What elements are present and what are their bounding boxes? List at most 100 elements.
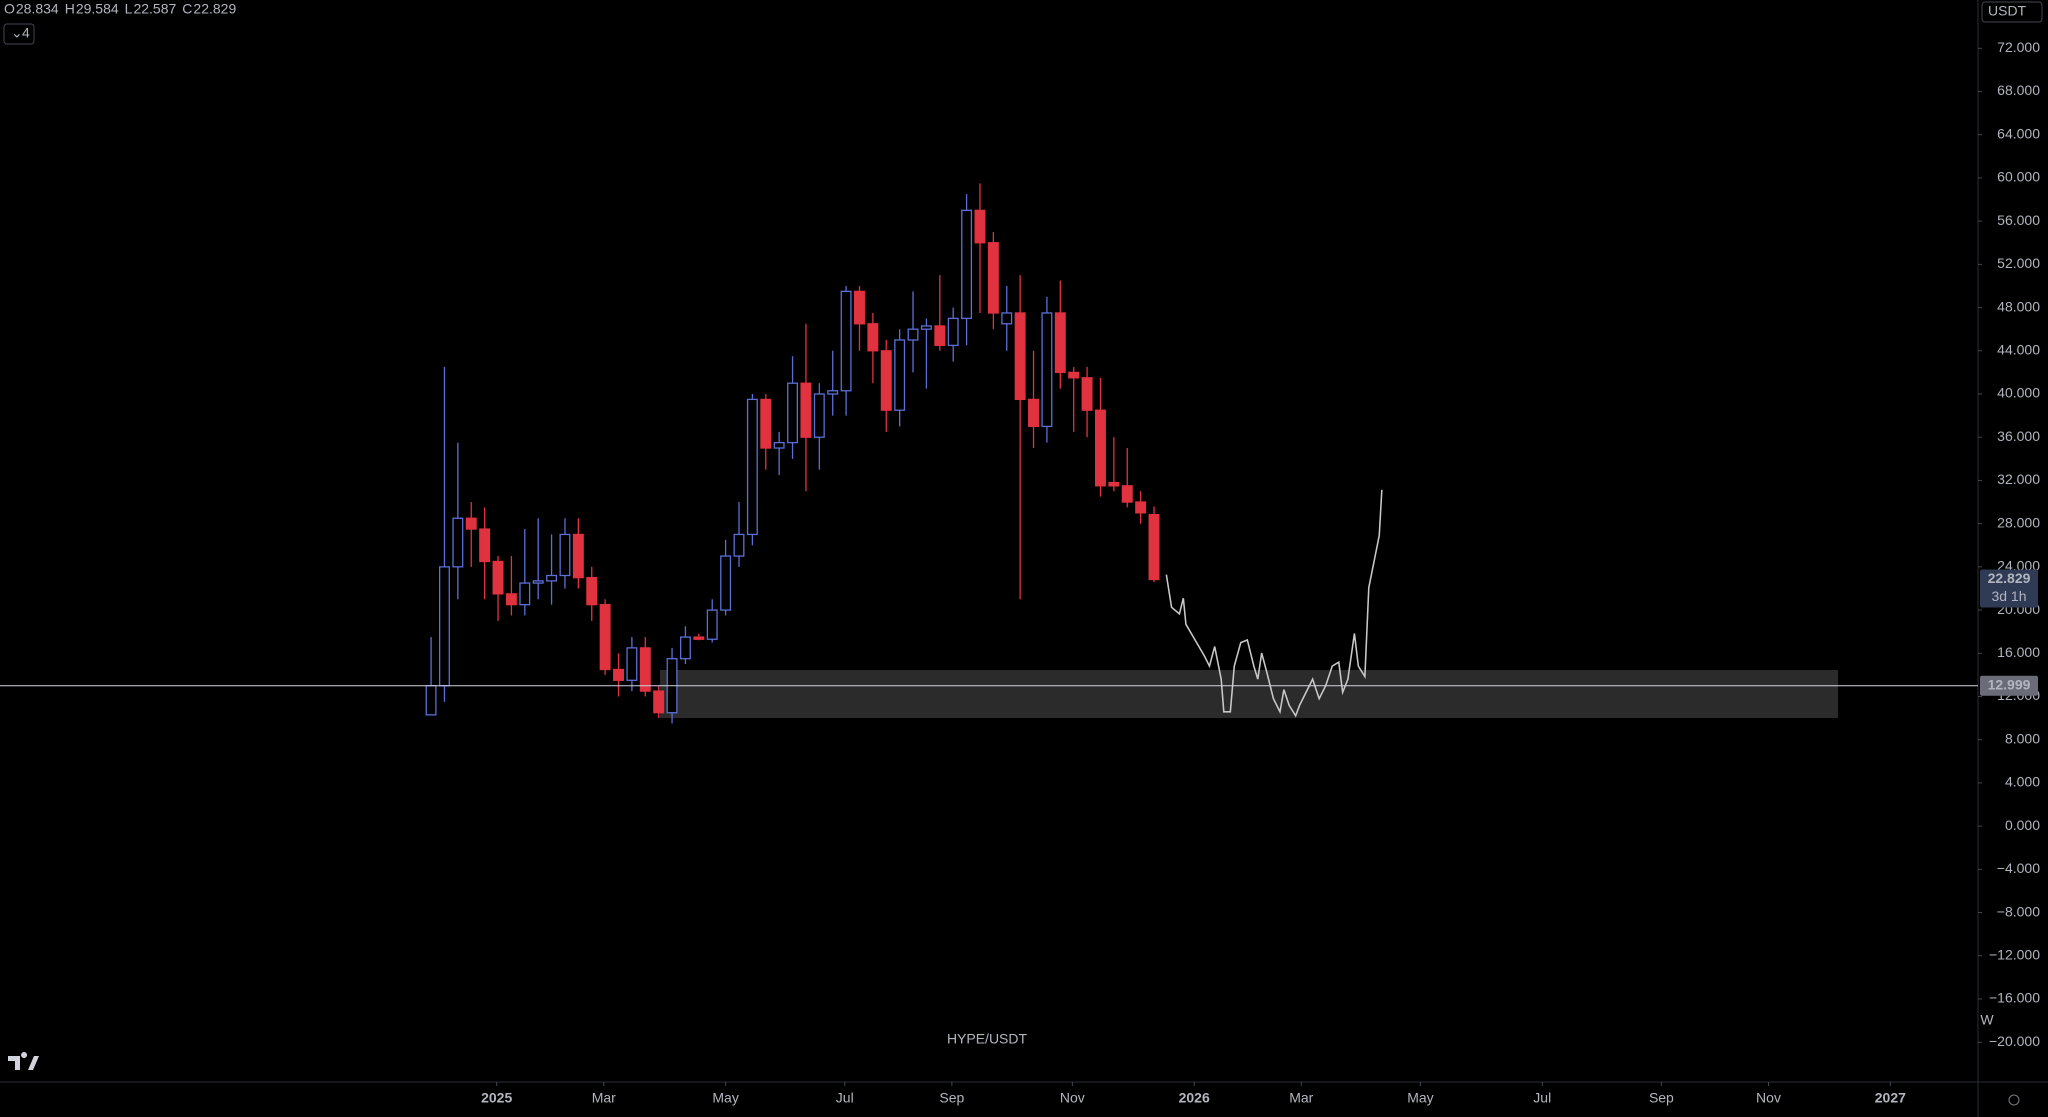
candle-body bbox=[1054, 312, 1066, 374]
candle-body bbox=[1068, 371, 1080, 379]
price-line-label-bg bbox=[1980, 675, 2038, 696]
candle-body bbox=[653, 690, 665, 714]
candle-body bbox=[613, 668, 624, 681]
candle-body bbox=[1001, 312, 1013, 325]
y-tick-label: 72.000 bbox=[1997, 39, 2040, 55]
candle-body bbox=[572, 533, 584, 579]
y-tick-label: −16.000 bbox=[1989, 990, 2040, 1006]
candle-body bbox=[626, 647, 638, 681]
currency-label: USDT bbox=[1988, 3, 2027, 19]
y-tick-label: −12.000 bbox=[1989, 946, 2040, 962]
candle-body bbox=[1148, 513, 1160, 581]
hand-drawn-projection[interactable] bbox=[1165, 489, 1383, 718]
candle-body bbox=[894, 339, 906, 411]
y-tick-label: −4.000 bbox=[1997, 860, 2040, 876]
candle-body bbox=[1028, 398, 1039, 428]
candle-body bbox=[546, 574, 558, 582]
indicator-toggle[interactable] bbox=[3, 23, 35, 45]
candle-body bbox=[465, 517, 477, 530]
y-tick-label: 16.000 bbox=[1997, 644, 2040, 660]
ohlc-value: 22.829 bbox=[193, 1, 236, 17]
candle-body bbox=[880, 350, 892, 411]
x-tick-label: Jul bbox=[836, 1090, 854, 1106]
candle-body bbox=[519, 582, 531, 606]
candle-body bbox=[505, 593, 517, 606]
candle-body bbox=[840, 290, 852, 392]
candle-body bbox=[1135, 501, 1147, 514]
last-price-bg bbox=[1980, 569, 2038, 608]
y-tick-label: 36.000 bbox=[1997, 428, 2040, 444]
candle-body bbox=[586, 577, 598, 606]
candle-body bbox=[733, 533, 745, 557]
candle-body bbox=[760, 398, 772, 449]
price-line-label: 12.999 bbox=[1988, 676, 2031, 692]
y-tick-label: 8.000 bbox=[2005, 730, 2040, 746]
y-tick-label: 68.000 bbox=[1997, 82, 2040, 98]
y-tick-label: 56.000 bbox=[1997, 212, 2040, 228]
candle-body bbox=[679, 636, 691, 660]
x-tick-label: 2027 bbox=[1875, 1090, 1906, 1106]
candle-body bbox=[693, 636, 705, 640]
candle-body bbox=[867, 323, 879, 352]
candle-body bbox=[452, 517, 464, 568]
x-tick-label: Nov bbox=[1060, 1090, 1085, 1106]
candle-body bbox=[773, 441, 785, 449]
candle-body bbox=[974, 209, 986, 244]
logo-shape bbox=[8, 1052, 39, 1070]
x-tick-label: Jul bbox=[1533, 1090, 1551, 1106]
y-tick-label: −8.000 bbox=[1997, 903, 2040, 919]
candle-body bbox=[599, 604, 611, 671]
currency-button[interactable] bbox=[1981, 1, 2043, 23]
y-tick-label: 48.000 bbox=[1997, 298, 2040, 314]
candle-body bbox=[559, 533, 571, 577]
candle-body bbox=[492, 560, 504, 595]
ohlc-value: 28.834 bbox=[16, 1, 59, 17]
x-tick-label: Nov bbox=[1756, 1090, 1781, 1106]
ohlc-header: O 28.834 H 29.584 L 22.587 C 22.829 bbox=[4, 1, 236, 17]
y-tick-label: 28.000 bbox=[1997, 514, 2040, 530]
x-tick-label: 2026 bbox=[1179, 1090, 1210, 1106]
zone-rectangle[interactable] bbox=[660, 670, 1838, 718]
x-tick-label: Mar bbox=[1289, 1090, 1313, 1106]
watermark-interval: W bbox=[1980, 1012, 1994, 1028]
candle-body bbox=[1094, 409, 1106, 487]
y-tick-label: 32.000 bbox=[1997, 471, 2040, 487]
candle-body bbox=[827, 390, 839, 395]
candle-body bbox=[934, 325, 946, 347]
candle-body bbox=[961, 209, 973, 320]
settings-icon[interactable] bbox=[2008, 1094, 2020, 1106]
watermark-symbol: HYPE/USDT bbox=[947, 1031, 1028, 1047]
candle-body bbox=[639, 647, 651, 692]
candle-body bbox=[1081, 377, 1093, 411]
ohlc-key: C bbox=[182, 1, 192, 17]
candle-body bbox=[987, 242, 999, 314]
tv-logo[interactable] bbox=[8, 1052, 39, 1070]
y-tick-label: 64.000 bbox=[1997, 125, 2040, 141]
candle-body bbox=[720, 555, 732, 611]
y-tick-label: 60.000 bbox=[1997, 169, 2040, 185]
ohlc-value: 29.584 bbox=[76, 1, 119, 17]
candle-body bbox=[479, 528, 491, 563]
ohlc-value: 22.587 bbox=[133, 1, 176, 17]
candle-body bbox=[425, 685, 437, 716]
x-tick-label: May bbox=[1407, 1090, 1433, 1106]
candle-body bbox=[1014, 312, 1026, 401]
drawing-group bbox=[1165, 489, 1383, 718]
y-tick-label: 0.000 bbox=[2005, 817, 2040, 833]
candle-body bbox=[706, 609, 718, 640]
y-tick-label: 44.000 bbox=[1997, 341, 2040, 357]
chevron: ⌄ bbox=[11, 25, 23, 41]
candle-body bbox=[813, 393, 825, 438]
y-tick-label: 40.000 bbox=[1997, 385, 2040, 401]
candle-body bbox=[854, 290, 865, 325]
indicator-count[interactable]: 4 bbox=[22, 25, 30, 41]
x-tick-label: Sep bbox=[1649, 1090, 1674, 1106]
candle-body bbox=[907, 328, 919, 341]
ohlc-key: L bbox=[125, 1, 133, 17]
candle-body bbox=[920, 325, 932, 330]
x-tick-label: Mar bbox=[592, 1090, 616, 1106]
x-tick-label: Sep bbox=[939, 1090, 964, 1106]
